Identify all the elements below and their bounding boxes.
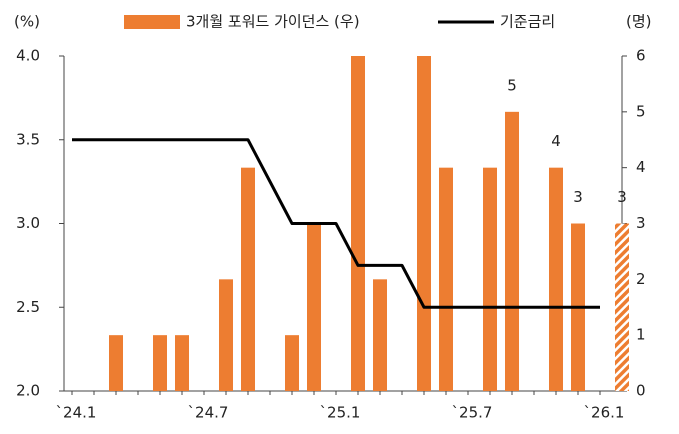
bar (439, 167, 453, 391)
bar (285, 335, 299, 391)
bar (351, 56, 365, 391)
bar (615, 223, 629, 391)
y-tick-label: 2.5 (16, 298, 40, 316)
y2-tick-label: 2 (636, 270, 646, 288)
y-tick-label: 4.0 (16, 47, 40, 65)
bar (307, 223, 321, 391)
x-tick-label: `25.7 (452, 404, 493, 422)
bar (109, 335, 123, 391)
bar (483, 167, 497, 391)
bar (219, 279, 233, 391)
data-label: 5 (507, 76, 517, 94)
y2-axis-label: (명) (626, 13, 652, 31)
x-tick-label: `26.1 (584, 404, 625, 422)
x-tick-label: `24.1 (56, 404, 97, 422)
bar (373, 279, 387, 391)
legend-label: 기준금리 (500, 13, 555, 31)
bar (175, 335, 189, 391)
x-tick-label: `24.7 (188, 404, 229, 422)
bar (153, 335, 167, 391)
y2-tick-label: 3 (636, 214, 646, 232)
bar (241, 167, 255, 391)
y2-tick-label: 4 (636, 158, 646, 176)
y2-tick-label: 5 (636, 102, 646, 120)
y2-tick-label: 6 (636, 47, 646, 65)
y-tick-label: 3.0 (16, 214, 40, 232)
y-axis-label: (%) (14, 13, 40, 31)
line (72, 138, 600, 309)
y-tick-label: 3.5 (16, 130, 40, 148)
data-label: 3 (617, 188, 627, 206)
legend-swatch (124, 15, 180, 29)
x-tick-label: `25.1 (320, 404, 361, 422)
bar (417, 56, 431, 391)
bar (549, 167, 563, 391)
data-label: 3 (573, 188, 583, 206)
bar (505, 111, 519, 391)
y2-tick-label: 1 (636, 326, 646, 344)
y2-tick-label: 0 (636, 382, 646, 400)
data-label: 4 (551, 132, 561, 150)
y-tick-label: 2.0 (16, 382, 40, 400)
legend-label: 3개월 포워드 가이던스 (우) (186, 13, 360, 31)
